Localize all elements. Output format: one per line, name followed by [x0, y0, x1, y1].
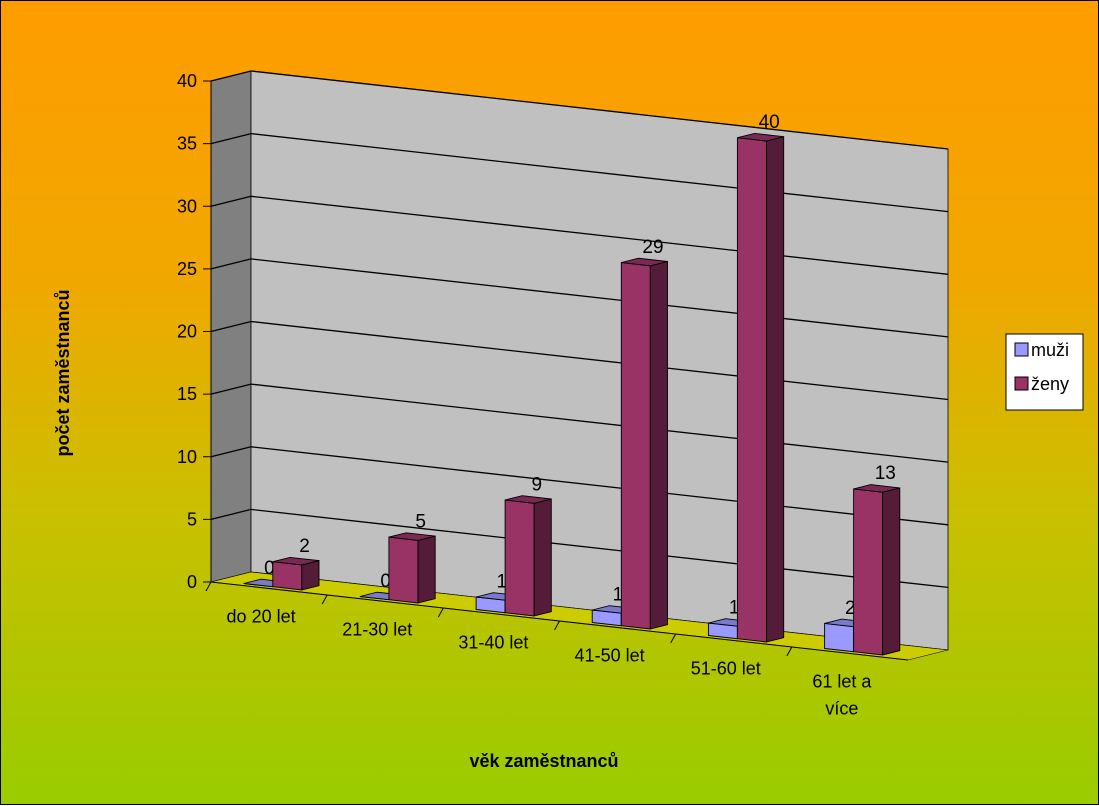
- gridline: [210, 383, 949, 463]
- bar-side: [417, 535, 436, 604]
- y-tick-label: 0: [187, 572, 197, 592]
- bar-front: [272, 561, 303, 591]
- bar-side: [533, 498, 552, 617]
- legend-label: muži: [1031, 340, 1069, 360]
- legend-swatch: [1014, 342, 1029, 357]
- bar: [504, 495, 552, 617]
- bar: [272, 556, 320, 591]
- bar-front: [388, 536, 419, 604]
- bar: [388, 532, 436, 604]
- x-tick-mark: [321, 594, 328, 605]
- gridline: [210, 195, 949, 275]
- x-tick-label: 41-50 let: [575, 646, 645, 666]
- data-label: 40: [759, 112, 780, 133]
- y-tick-label: 15: [177, 384, 197, 404]
- data-label: 5: [415, 511, 426, 532]
- x-tick-label: více: [825, 699, 858, 719]
- bar-front: [736, 137, 767, 643]
- y-tick-label: 40: [177, 71, 197, 91]
- bar-side: [766, 136, 785, 643]
- bar-top: [388, 532, 436, 541]
- bar-top: [737, 132, 784, 142]
- x-tick-label: 31-40 let: [458, 633, 528, 653]
- x-tick-label: 21-30 let: [342, 620, 412, 640]
- x-tick-mark: [205, 581, 212, 592]
- bar-top: [272, 556, 320, 566]
- bar-front: [504, 499, 535, 617]
- x-tick-mark: [670, 633, 677, 644]
- data-label: 0: [264, 558, 275, 579]
- y-tick-label: 20: [177, 322, 197, 342]
- bar: [736, 132, 785, 643]
- y-tick-label: 35: [177, 134, 197, 154]
- data-label: 9: [532, 474, 543, 495]
- gridline: [210, 258, 949, 338]
- bar-top: [853, 484, 900, 493]
- data-label: 1: [496, 571, 507, 592]
- data-label: 2: [299, 536, 310, 557]
- bar-top: [504, 495, 552, 504]
- data-label: 0: [380, 571, 391, 592]
- legend: muži ženy: [1005, 333, 1084, 411]
- x-tick-label: 61 let a: [812, 672, 872, 692]
- x-axis-title: věk zaměstnanců: [469, 751, 618, 771]
- x-tick-mark: [437, 607, 444, 618]
- gridline: [210, 508, 949, 589]
- bar-top: [621, 257, 668, 267]
- data-label: 1: [613, 584, 624, 605]
- bar-front: [620, 261, 651, 630]
- bar-side: [649, 260, 668, 630]
- bar-side: [301, 560, 320, 591]
- data-label: 1: [729, 597, 740, 618]
- gridline: [210, 320, 949, 401]
- data-label: 2: [845, 598, 856, 619]
- y-tick-label: 10: [177, 447, 197, 467]
- data-label: 13: [875, 463, 896, 484]
- bar-front: [853, 488, 884, 656]
- x-tick-label: 51-60 let: [691, 659, 761, 679]
- gridline: [210, 446, 949, 526]
- x-tick-mark: [786, 646, 793, 657]
- gridline: [210, 70, 949, 150]
- data-label: 29: [642, 237, 663, 258]
- x-tick-mark: [554, 620, 560, 631]
- legend-label: ženy: [1031, 374, 1069, 394]
- bar-front: [824, 622, 855, 653]
- gridline: [210, 132, 949, 213]
- bar: [853, 484, 901, 656]
- x-tick-label: do 20 let: [227, 607, 296, 627]
- y-tick-label: 25: [177, 259, 197, 279]
- y-axis-title: počet zaměstnanců: [53, 289, 73, 456]
- y-tick-label: 5: [187, 509, 197, 529]
- legend-swatch: [1014, 376, 1029, 391]
- bar: [620, 257, 668, 630]
- y-tick-label: 30: [177, 196, 197, 216]
- bar-side: [882, 487, 901, 656]
